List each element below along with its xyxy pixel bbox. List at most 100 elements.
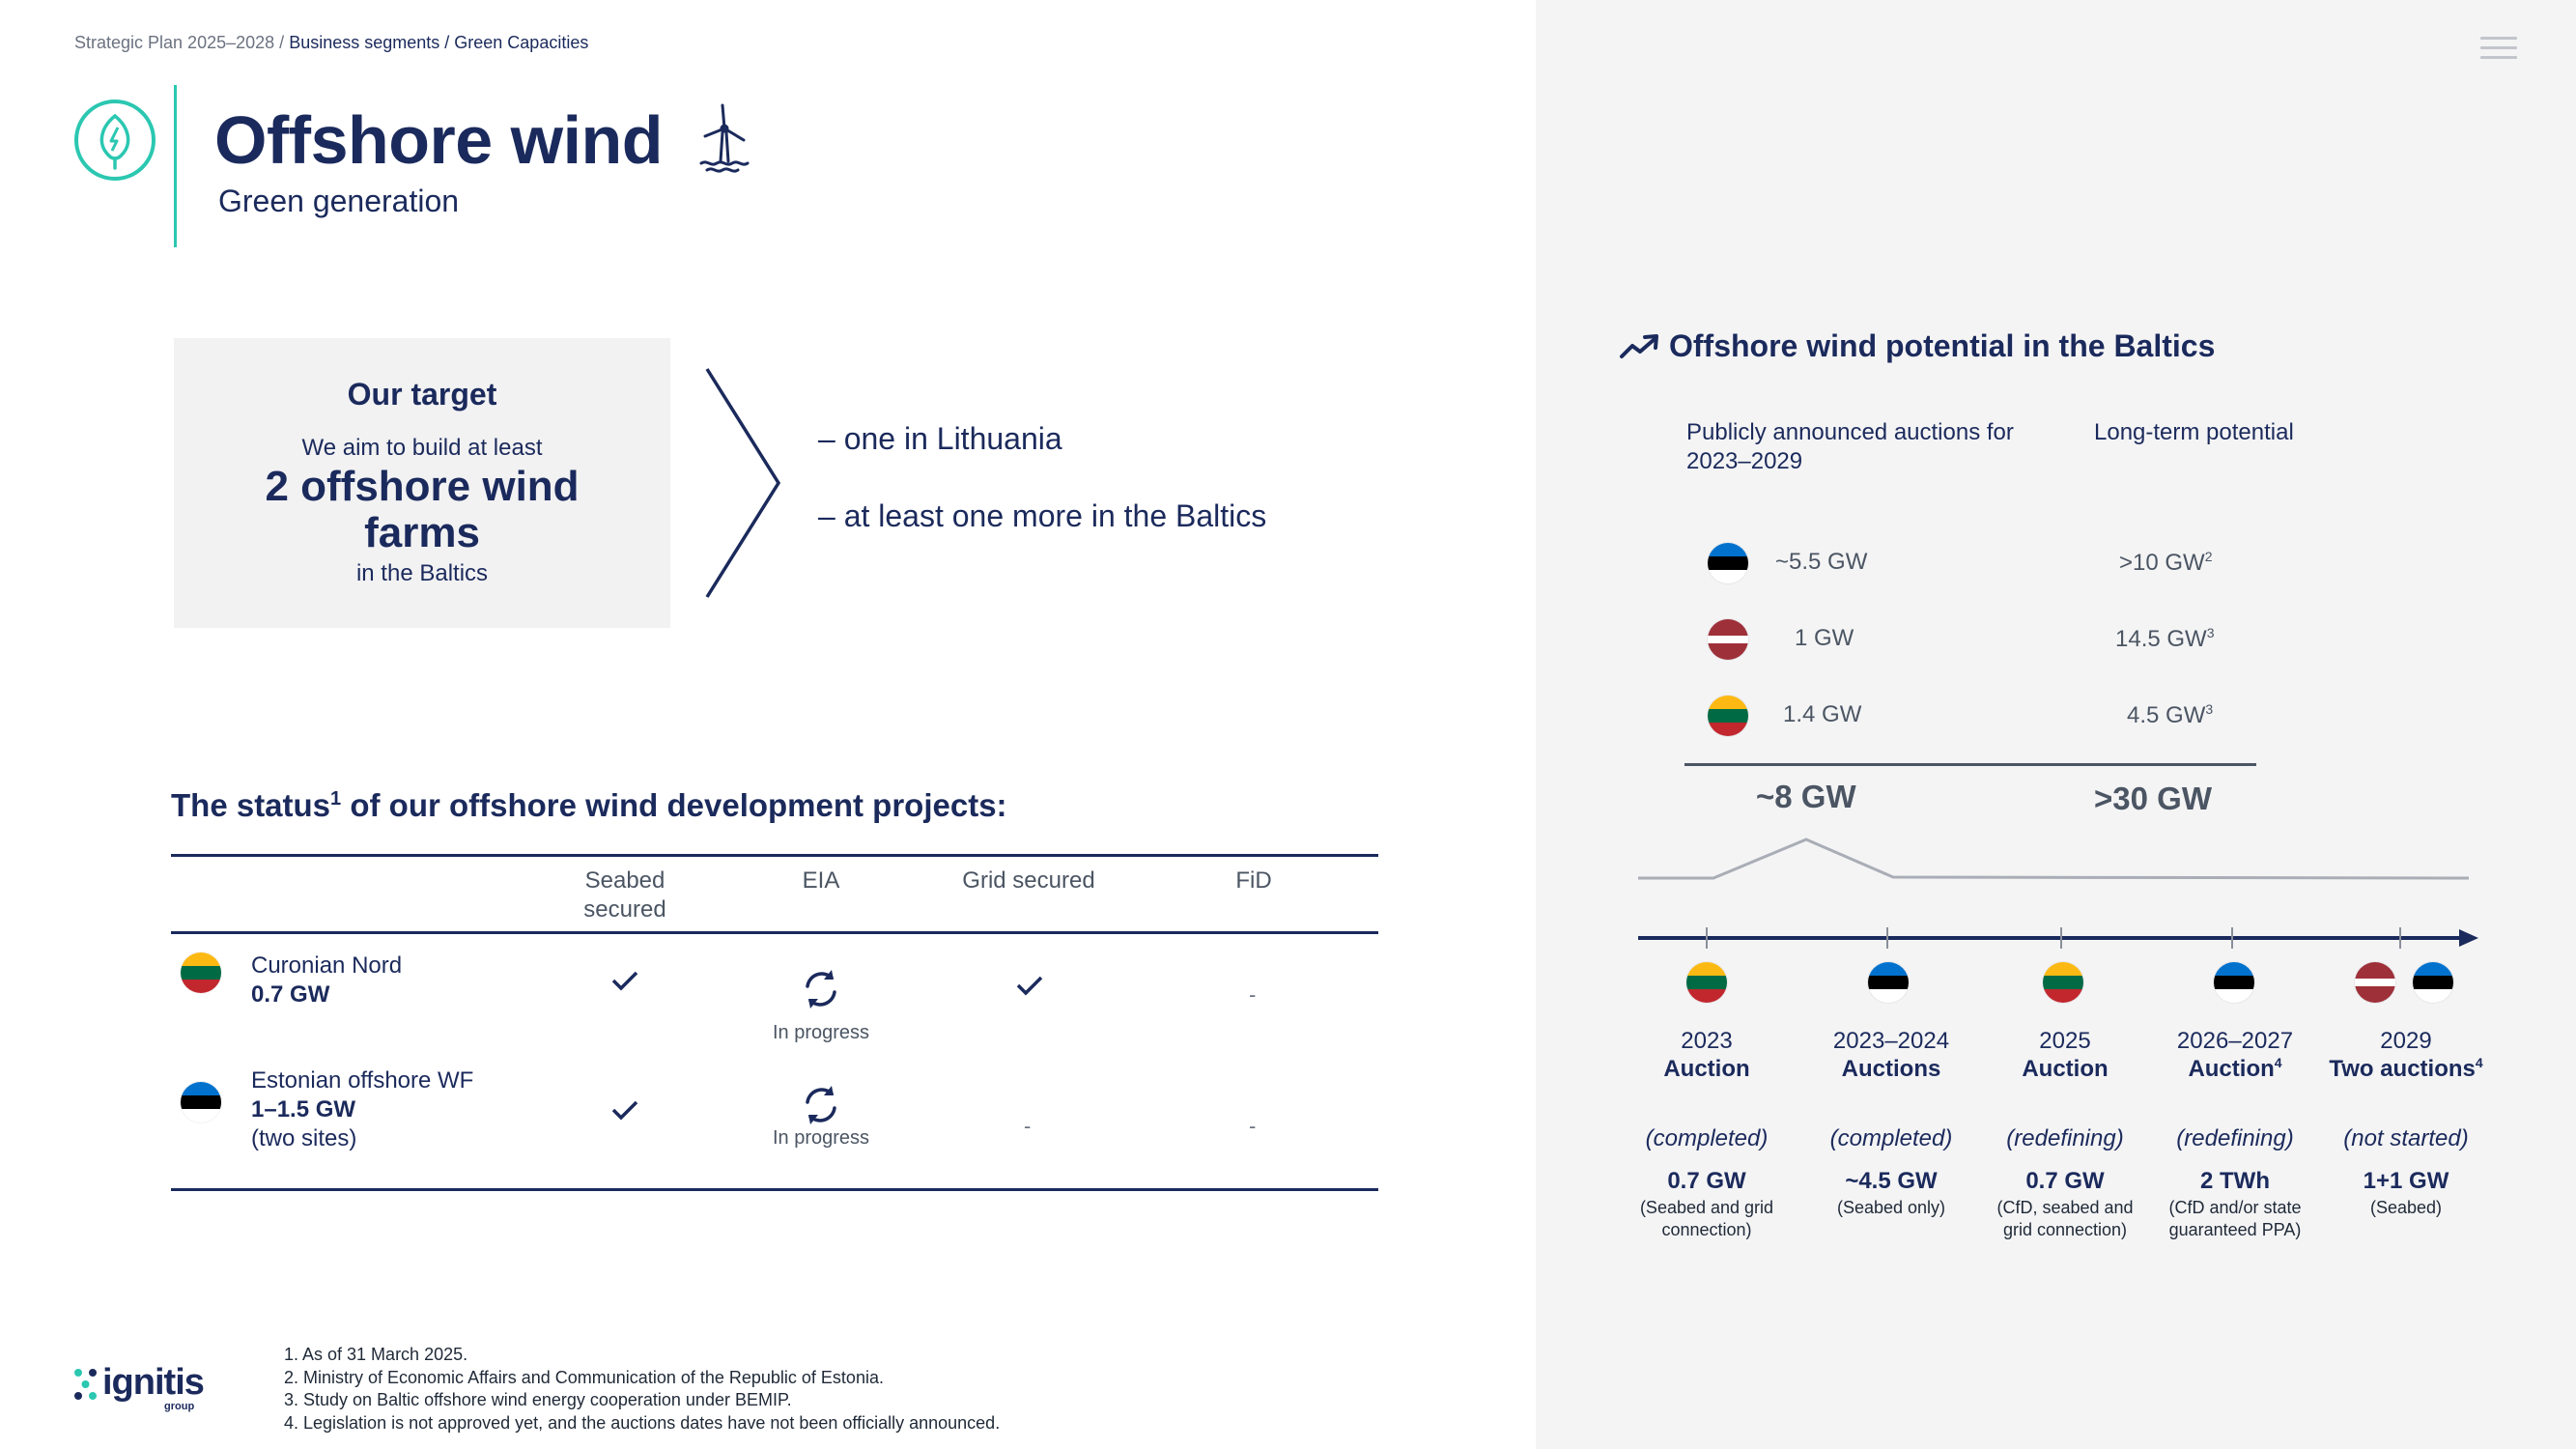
grid-status: - — [1024, 1114, 1032, 1138]
table-row: Estonian offshore WF 1–1.5 GW (two sites… — [251, 1066, 473, 1153]
target-box: Our target We aim to build at least 2 of… — [174, 338, 670, 628]
check-icon — [611, 971, 638, 991]
timeline-text-2023: 2023 Auction (completed) 0.7 GW (Seabed … — [1620, 1028, 1794, 1241]
flag-lithuania-icon — [2043, 962, 2083, 1003]
timeline-text-2029: 2029 Two auctions4 (not started) 1+1 GW … — [2319, 1028, 2493, 1219]
timeline-capacity: 1+1 GW — [2363, 1168, 2449, 1194]
timeline-capacity: 2 TWh — [2200, 1168, 2270, 1194]
flag-estonia-icon — [2214, 962, 2254, 1003]
breadcrumb-current[interactable]: Business segments / Green Capacities — [289, 33, 589, 52]
announced-value: 1.4 GW — [1783, 701, 1862, 727]
timeline-status: (completed) — [1829, 1125, 1953, 1151]
timeline-year: 2025 — [2039, 1028, 2091, 1054]
col-seabed-secured: Seabed secured — [583, 867, 666, 923]
table-row: Curonian Nord 0.7 GW — [251, 952, 402, 1009]
logo-mark-icon — [74, 1369, 97, 1400]
timeline-kind: Auction4 — [2188, 1055, 2282, 1082]
timeline-item — [2147, 962, 2321, 1003]
timeline-note: (Seabed) — [2369, 1198, 2443, 1217]
check-icon — [611, 1100, 638, 1121]
timeline-status: (redefining) — [2006, 1125, 2124, 1151]
timeline-item — [1976, 962, 2150, 1003]
project-capacity: 1–1.5 GW — [251, 1096, 356, 1122]
flag-lithuania-icon — [1686, 962, 1727, 1003]
check-icon — [1016, 976, 1043, 996]
flag-estonia-icon — [2413, 962, 2453, 1003]
logo-sub: group — [164, 1401, 195, 1412]
timeline-note: (Seabed and grid connection) — [1639, 1198, 1774, 1239]
timeline-year: 2029 — [2380, 1028, 2432, 1054]
totals-rule — [1684, 763, 2256, 766]
breadcrumb-root[interactable]: Strategic Plan 2025–2028 / — [74, 33, 285, 52]
flag-estonia-icon — [181, 1082, 221, 1122]
table-header-rule — [171, 931, 1378, 934]
flag-latvia-icon — [2355, 962, 2395, 1003]
footnote-3: 3. Study on Baltic offshore wind energy … — [284, 1390, 792, 1409]
header-divider — [174, 85, 177, 247]
flag-lithuania-icon — [181, 952, 221, 993]
target-point-1: – one in Lithuania — [818, 421, 1062, 456]
timeline-bracket — [1638, 838, 2470, 880]
fid-status: - — [1249, 982, 1257, 1007]
flag-estonia-icon — [1708, 543, 1748, 583]
footnotes: 1. As of 31 March 2025. 2. Ministry of E… — [284, 1344, 1000, 1435]
announced-value: 1 GW — [1795, 625, 1854, 651]
timeline-year: 2023–2024 — [1832, 1028, 1950, 1054]
page-subtitle: Green generation — [218, 184, 460, 218]
refresh-icon — [806, 970, 836, 1009]
long-term-heading: Long-term potential — [2094, 419, 2294, 445]
timeline-note: (Seabed only) — [1836, 1198, 1946, 1217]
total-potential: >30 GW — [2094, 781, 2212, 816]
eia-status-label: In progress — [772, 1022, 870, 1043]
footnote-2: 2. Ministry of Economic Affairs and Comm… — [284, 1367, 884, 1387]
refresh-icon — [806, 1086, 836, 1124]
timeline-text-2023-2024: 2023–2024 Auctions (completed) ~4.5 GW (… — [1804, 1028, 1978, 1219]
timeline-capacity: 0.7 GW — [1667, 1168, 1746, 1194]
timeline-text-2026-2027: 2026–2027 Auction4 (redefining) 2 TWh (C… — [2148, 1028, 2322, 1241]
potential-value: >10 GW2 — [2119, 549, 2213, 576]
eia-status-label: In progress — [772, 1127, 870, 1149]
footnote-4: 4. Legislation is not approved yet, and … — [284, 1412, 1001, 1433]
target-foot: in the Baltics — [355, 560, 489, 586]
logo-wordmark: ignitis — [102, 1362, 205, 1403]
target-main: 2 offshore wind farms — [265, 463, 580, 556]
flag-lithuania-icon — [1708, 696, 1748, 736]
timeline-kind: Auctions — [1841, 1056, 1941, 1082]
project-name: Curonian Nord — [251, 952, 403, 979]
timeline-capacity: 0.7 GW — [2025, 1168, 2105, 1194]
potential-heading: Offshore wind potential in the Baltics — [1669, 328, 2216, 363]
chevron-right-icon — [705, 368, 781, 598]
timeline-kind: Two auctions4 — [2329, 1055, 2483, 1082]
breadcrumb: Strategic Plan 2025–2028 / Business segm… — [74, 33, 588, 53]
project-capacity: 0.7 GW — [251, 981, 330, 1008]
flag-estonia-icon — [1868, 962, 1909, 1003]
announced-value: ~5.5 GW — [1775, 549, 1868, 575]
footnote-1: 1. As of 31 March 2025. — [284, 1345, 468, 1364]
target-lead: We aim to build at least — [301, 435, 543, 461]
col-eia: EIA — [802, 867, 840, 894]
timeline-note: (CfD, seabed and grid connection) — [1996, 1198, 2134, 1239]
potential-value: 4.5 GW3 — [2127, 701, 2214, 728]
timeline-note: (CfD and/or state guaranteed PPA) — [2168, 1198, 2302, 1239]
announced-heading: Publicly announced auctions for 2023–202… — [1686, 419, 2014, 474]
timeline-status: (completed) — [1645, 1125, 1769, 1151]
project-name: Estonian offshore WF — [251, 1067, 474, 1094]
timeline-item — [1801, 962, 1975, 1003]
timeline-year: 2026–2027 — [2176, 1028, 2294, 1054]
timeline-status: (redefining) — [2176, 1125, 2294, 1151]
timeline-capacity: ~4.5 GW — [1845, 1168, 1938, 1194]
menu-icon[interactable] — [2480, 37, 2517, 62]
timeline-item — [1620, 962, 1794, 1003]
col-grid-secured: Grid secured — [962, 867, 1095, 894]
potential-value: 14.5 GW3 — [2115, 625, 2215, 652]
table-top-rule — [171, 854, 1378, 857]
total-announced: ~8 GW — [1756, 779, 1856, 814]
col-fid: FiD — [1235, 867, 1272, 894]
table-bottom-rule — [171, 1188, 1378, 1191]
wind-turbine-icon — [699, 103, 750, 173]
leaf-bolt-icon — [74, 99, 156, 181]
timeline-axis — [1638, 927, 2478, 949]
flag-latvia-icon — [1708, 619, 1748, 660]
target-point-2: – at least one more in the Baltics — [818, 498, 1267, 533]
page-title: Offshore wind — [214, 102, 664, 178]
